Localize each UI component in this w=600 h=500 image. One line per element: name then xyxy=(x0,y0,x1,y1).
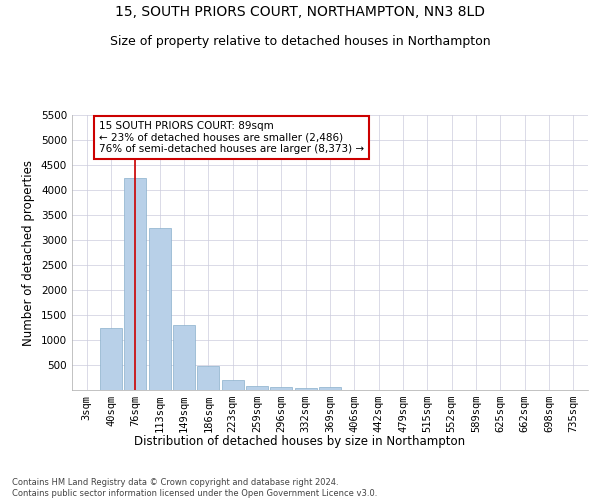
Bar xyxy=(295,388,317,390)
Text: Size of property relative to detached houses in Northampton: Size of property relative to detached ho… xyxy=(110,35,490,48)
Bar xyxy=(246,386,268,390)
Text: 15, SOUTH PRIORS COURT, NORTHAMPTON, NN3 8LD: 15, SOUTH PRIORS COURT, NORTHAMPTON, NN3… xyxy=(115,5,485,19)
Bar xyxy=(149,228,170,390)
Bar xyxy=(124,178,146,390)
Text: Distribution of detached houses by size in Northampton: Distribution of detached houses by size … xyxy=(134,435,466,448)
Bar xyxy=(271,386,292,390)
Bar xyxy=(173,325,195,390)
Bar xyxy=(221,380,244,390)
Text: 15 SOUTH PRIORS COURT: 89sqm
← 23% of detached houses are smaller (2,486)
76% of: 15 SOUTH PRIORS COURT: 89sqm ← 23% of de… xyxy=(99,121,364,154)
Bar xyxy=(197,366,219,390)
Bar xyxy=(319,386,341,390)
Y-axis label: Number of detached properties: Number of detached properties xyxy=(22,160,35,346)
Bar xyxy=(100,328,122,390)
Text: Contains HM Land Registry data © Crown copyright and database right 2024.
Contai: Contains HM Land Registry data © Crown c… xyxy=(12,478,377,498)
